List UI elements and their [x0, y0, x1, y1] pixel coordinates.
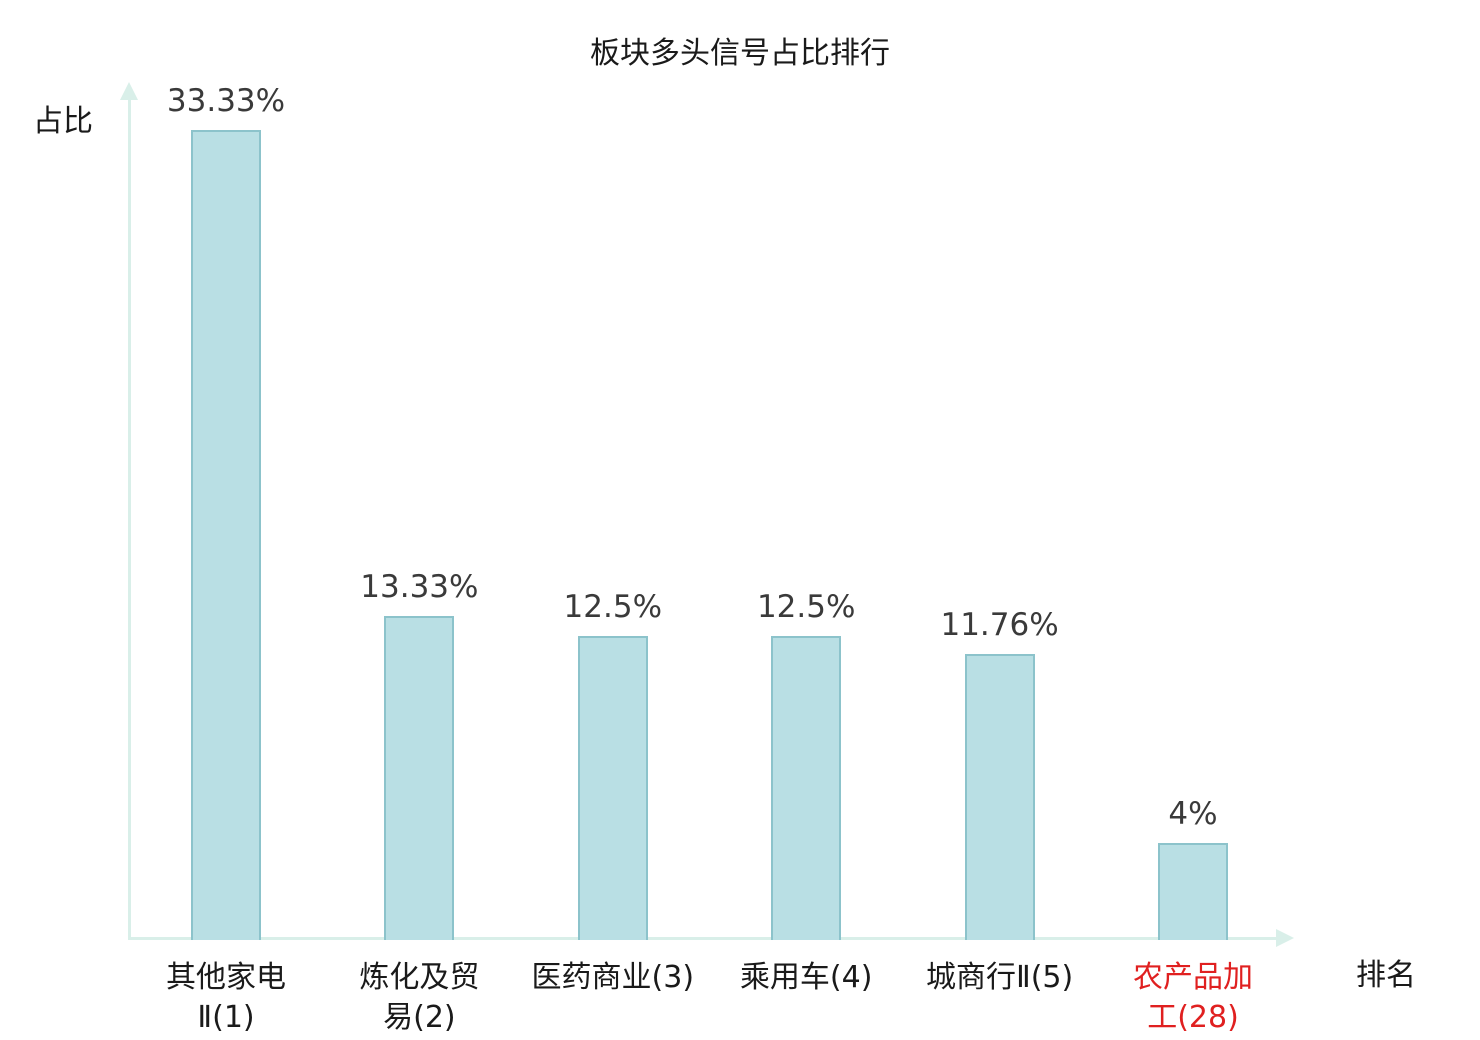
bar-category-label: 乘用车(4) — [739, 960, 873, 995]
bar-category-label: 城商行Ⅱ(5) — [925, 960, 1074, 995]
bar-category-label: 其他家电 Ⅱ(1) — [166, 960, 286, 1035]
bar — [577, 636, 648, 940]
x-axis-label: 排名 — [1356, 958, 1416, 993]
bar — [384, 616, 455, 940]
bar-value-label: 33.33% — [166, 83, 286, 119]
bar-category-label: 医药商业(3) — [531, 960, 695, 995]
bar — [1158, 843, 1228, 940]
bar-value-label: 12.5% — [563, 589, 663, 625]
y-axis-arrow-icon — [120, 82, 138, 100]
y-axis-label: 占比 — [33, 104, 93, 139]
bar-value-label: 11.76% — [940, 607, 1059, 643]
bar-value-label: 13.33% — [360, 569, 479, 605]
x-axis-arrow-icon — [1276, 929, 1294, 947]
bar-value-label: 12.5% — [756, 589, 856, 625]
chart-title: 板块多头信号占比排行 — [590, 36, 890, 71]
x-axis-line — [128, 937, 1280, 940]
bar — [191, 130, 261, 940]
bar-category-label: 农产品加 工(28) — [1133, 960, 1253, 1035]
bar — [771, 636, 842, 940]
bar-value-label: 4% — [1168, 796, 1218, 832]
bar — [964, 654, 1035, 940]
bar-category-label: 炼化及贸 易(2) — [359, 960, 480, 1035]
y-axis-line — [128, 100, 131, 940]
